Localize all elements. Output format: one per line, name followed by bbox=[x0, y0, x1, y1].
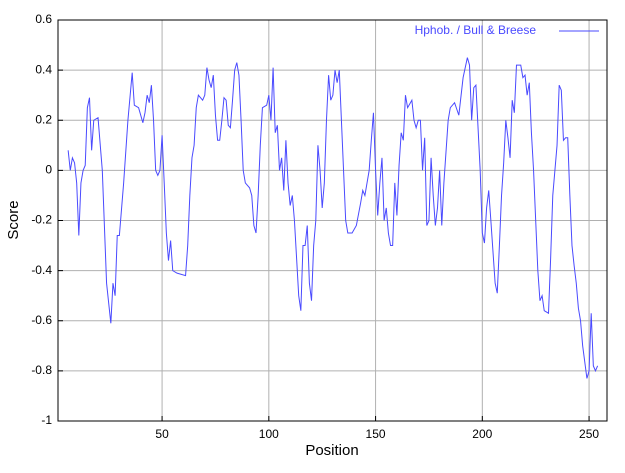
y-tick-label: 0.6 bbox=[35, 12, 52, 26]
y-axis-label: Score bbox=[5, 200, 22, 239]
label-layer: -1 -0.8 -0.6 -0.4 -0.2 0 0.2 0.4 0.6 50 100 150 200 2… bbox=[31, 12, 599, 441]
legend-label: Hphob. / Bull & Breese bbox=[415, 23, 537, 37]
x-tick-label: 100 bbox=[259, 427, 279, 441]
grid-layer bbox=[58, 19, 607, 422]
y-tick-label: 0 bbox=[45, 163, 52, 177]
x-tick-label: 200 bbox=[472, 427, 492, 441]
y-tick-label: -0.8 bbox=[31, 363, 52, 377]
x-axis-label: Position bbox=[305, 442, 358, 459]
y-tick-label: -0.2 bbox=[31, 213, 52, 227]
x-tick-label: 50 bbox=[155, 427, 169, 441]
y-tick-label: -1 bbox=[41, 413, 52, 427]
y-tick-label: -0.6 bbox=[31, 313, 52, 327]
y-tick-label: 0.4 bbox=[35, 62, 52, 76]
x-tick-label: 250 bbox=[579, 427, 599, 441]
plot-frame bbox=[57, 19, 608, 422]
data-layer bbox=[67, 57, 599, 379]
data-line bbox=[67, 57, 599, 379]
y-tick-label: -0.4 bbox=[31, 263, 52, 277]
x-tick-label: 150 bbox=[366, 427, 386, 441]
y-tick-label: 0.2 bbox=[35, 112, 52, 126]
